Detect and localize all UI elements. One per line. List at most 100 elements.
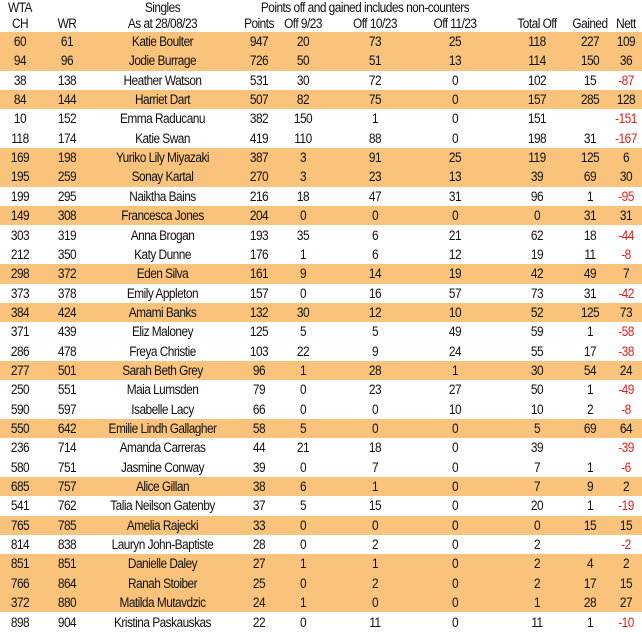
cell-points: 79	[252, 382, 266, 398]
cell-gained: 1	[586, 324, 594, 340]
cell-ch: 765	[10, 517, 30, 533]
table-row: 10 152 Emma Raducanu 382 150 1 0 151 -151	[0, 109, 642, 128]
table-row: 765 785 Amelia Rajecki 33 0 0 0 0 15 15	[0, 515, 642, 536]
cell-off9: 3	[299, 169, 307, 185]
table-row: 94 96 Jodie Burrage 726 50 51 13 114 150 36	[0, 51, 642, 71]
cell-gained: 1	[586, 614, 594, 630]
cell-off11: 0	[451, 498, 459, 514]
header-gained: Gained	[572, 16, 608, 31]
cell-nett: -42	[618, 285, 634, 301]
cell-off10: 75	[368, 92, 382, 108]
cell-ch: 94	[13, 53, 27, 69]
cell-ch: 373	[10, 285, 30, 301]
cell-gained: 1	[586, 382, 594, 398]
cell-nett: 128	[616, 92, 636, 108]
header-note: Points off and gained includes non-count…	[260, 0, 470, 15]
cell-name: Emma Raducanu	[120, 111, 205, 127]
cell-off10: 1	[371, 479, 379, 495]
cell-off11: 0	[451, 595, 459, 611]
cell-total: 50	[530, 382, 544, 398]
table-row: 303 319 Anna Brogan 193 35 6 21 62 18 -44	[0, 226, 642, 245]
table-row: 541 762 Talia Neilson Gatenby 37 5 15 0 20 1 -19	[0, 496, 642, 515]
cell-total: 157	[527, 92, 547, 108]
table-row: 898 904 Kristina Paskauskas 22 0 11 0 11 1 -10	[0, 613, 642, 632]
cell-name: Amanda Carreras	[119, 440, 206, 456]
header-total: Total Off	[517, 16, 557, 31]
cell-ch: 195	[10, 169, 30, 185]
cell-total: 96	[530, 188, 544, 204]
cell-total: 0	[533, 208, 541, 224]
cell-off11: 12	[448, 246, 462, 262]
cell-name: Katie Swan	[135, 130, 190, 146]
cell-wr: 138	[57, 72, 77, 88]
cell-off9: 0	[299, 285, 307, 301]
cell-points: 96	[252, 362, 266, 378]
cell-total: 1	[533, 595, 541, 611]
cell-off9: 0	[299, 459, 307, 475]
cell-name: Matilda Mutavdzic	[119, 595, 206, 611]
cell-total: 73	[530, 285, 544, 301]
table-row: 195 259 Sonay Kartal 270 3 23 13 39 69 30	[0, 167, 642, 187]
cell-name: Naiktha Bains	[129, 188, 196, 204]
cell-off10: 7	[371, 459, 379, 475]
cell-total: 5	[533, 421, 541, 436]
cell-name: Emilie Lindh Gallagher	[108, 421, 217, 436]
cell-off11: 24	[448, 343, 462, 359]
table-row: 118 174 Katie Swan 419 110 88 0 198 31 -167	[0, 129, 642, 148]
cell-wr: 478	[57, 343, 77, 359]
cell-name: Jasmine Conway	[120, 459, 205, 475]
cell-name: Yuriko Lily Miyazaki	[115, 150, 210, 166]
cell-off9: 0	[299, 382, 307, 398]
cell-off11: 13	[448, 169, 462, 185]
cell-gained: 54	[583, 362, 597, 378]
header-off10: Off 10/23	[353, 16, 397, 31]
cell-points: 947	[249, 34, 269, 49]
cell-off9: 5	[299, 324, 307, 340]
cell-ch: 236	[10, 440, 30, 456]
cell-wr: 785	[57, 517, 77, 533]
cell-ch: 814	[10, 537, 30, 553]
cell-off11: 0	[451, 614, 459, 630]
cell-off10: 11	[369, 614, 381, 630]
table-row: 60 61 Katie Boulter 947 20 73 25 118 227 109	[0, 32, 642, 52]
cell-nett: 15	[619, 517, 633, 533]
cell-points: 58	[252, 421, 266, 436]
cell-gained: 150	[580, 53, 600, 69]
cell-nett: 24	[619, 362, 633, 378]
cell-off10: 2	[371, 537, 379, 553]
cell-off11: 25	[448, 150, 462, 166]
cell-name: Francesca Jones	[121, 208, 204, 224]
cell-off10: 91	[368, 150, 382, 166]
cell-ch: 10	[13, 111, 27, 127]
cell-ch: 685	[10, 479, 30, 495]
cell-wr: 551	[57, 382, 77, 398]
cell-name: Kristina Paskauskas	[114, 614, 211, 630]
cell-wr: 61	[60, 34, 74, 49]
cell-name: Emily Appleton	[126, 285, 199, 301]
cell-total: 7	[533, 479, 541, 495]
cell-off9: 20	[296, 34, 310, 49]
header-off9: Off 9/23	[284, 16, 322, 31]
cell-gained	[568, 438, 612, 457]
cell-points: 204	[249, 208, 269, 224]
cell-name: Ranah Stoiber	[127, 575, 198, 591]
table-row: 814 838 Lauryn John-Baptiste 28 0 2 0 2 -2	[0, 535, 642, 554]
cell-ch: 277	[10, 362, 30, 378]
cell-off9: 1	[299, 595, 307, 611]
cell-points: 157	[249, 285, 269, 301]
table-row: 590 597 Isabelle Lacy 66 0 0 10 10 2 -8	[0, 400, 642, 419]
cell-off11: 0	[451, 72, 459, 88]
cell-wr: 198	[57, 150, 77, 166]
cell-off10: 47	[368, 188, 382, 204]
cell-total: 52	[530, 304, 544, 320]
cell-points: 531	[249, 72, 269, 88]
cell-points: 22	[252, 614, 266, 630]
cell-off10: 14	[368, 266, 382, 282]
cell-wr: 439	[57, 324, 77, 340]
cell-ch: 303	[10, 227, 30, 243]
cell-off10: 5	[371, 324, 379, 340]
cell-nett: 36	[619, 53, 633, 69]
cell-ch: 541	[10, 498, 30, 514]
cell-points: 419	[249, 130, 269, 146]
cell-points: 33	[252, 517, 266, 533]
